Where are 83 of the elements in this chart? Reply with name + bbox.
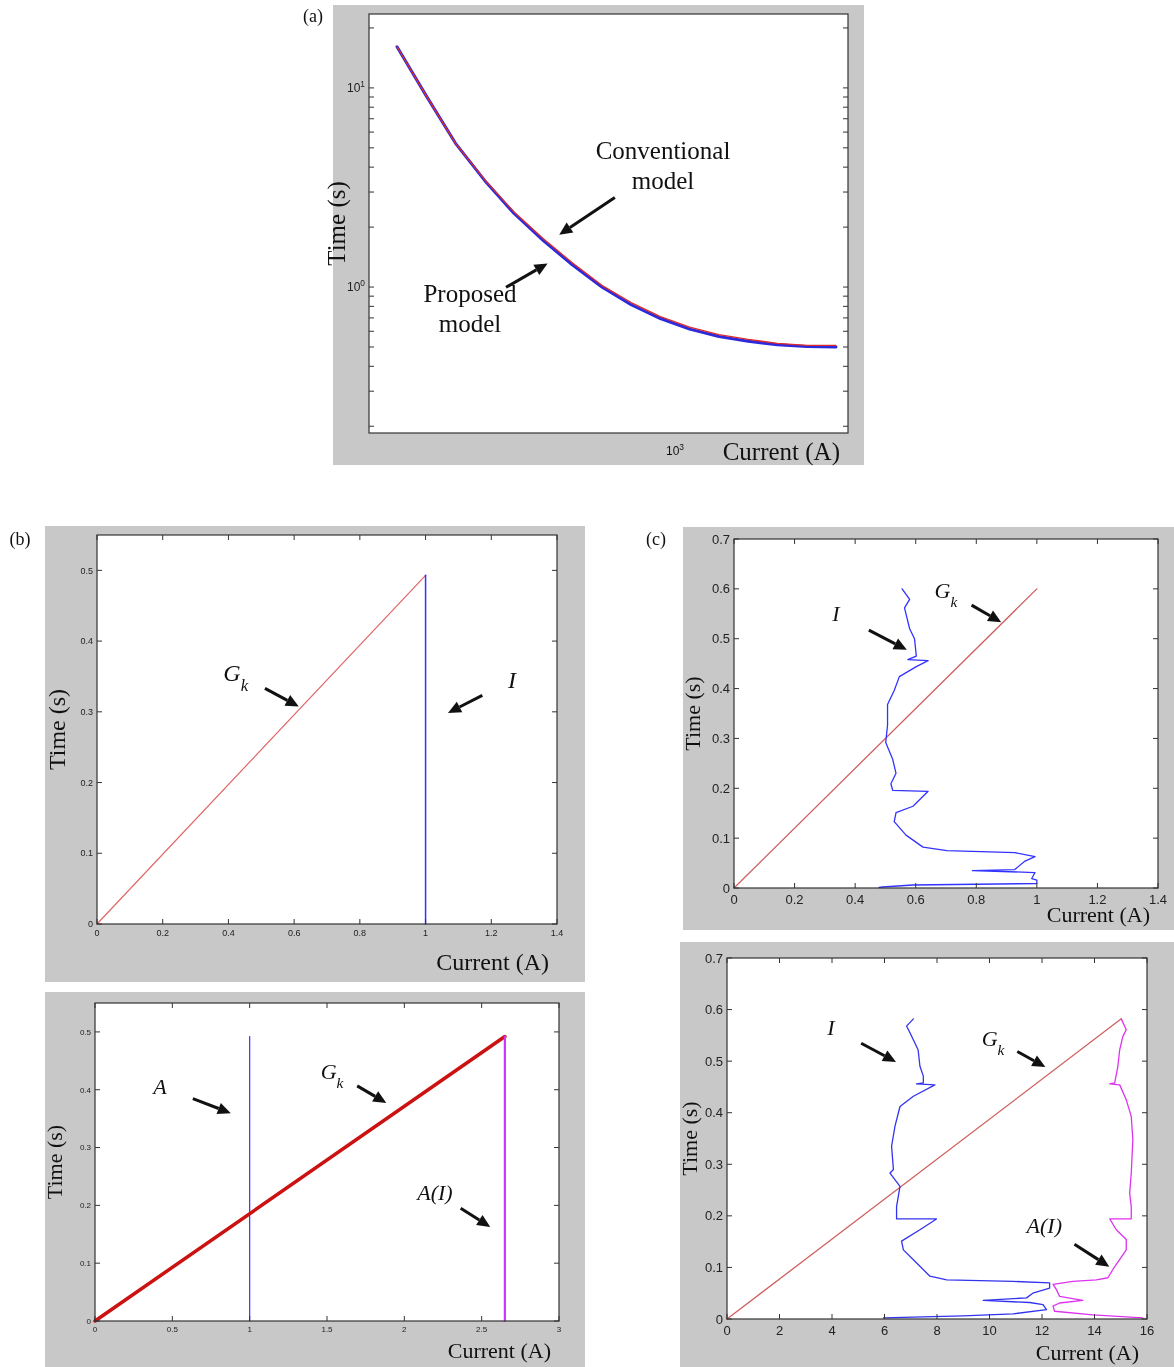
- annotation: A: [151, 1073, 168, 1099]
- y-tick-label: 0.5: [79, 1027, 92, 1037]
- y-axis-title: Time (s): [677, 1101, 702, 1176]
- x-tick-label: 1.4: [550, 928, 564, 938]
- y-tick-label: 0.1: [704, 1259, 723, 1275]
- annotation: G$_{k}$: [981, 1025, 1006, 1058]
- x-tick-label: 10: [982, 1323, 997, 1338]
- annotation: G$_{k}$: [320, 1058, 345, 1091]
- x-axis-title: Current (A): [1035, 1340, 1139, 1365]
- annotation: I: [831, 600, 842, 626]
- x-tick-label: 1: [247, 1325, 253, 1334]
- annotation: I: [826, 1014, 837, 1040]
- x-tick-label: 16: [1139, 1323, 1155, 1338]
- y-tick-label: 10$^{0}$: [346, 278, 366, 295]
- x-tick-label: 0.4: [222, 928, 235, 938]
- y-tick-label: 0.2: [711, 780, 730, 796]
- y-tick-label: 0.4: [79, 1085, 92, 1095]
- x-tick-label: 1.5: [321, 1325, 334, 1334]
- annotation: I: [507, 667, 517, 694]
- x-axis-title: Current (A): [722, 438, 840, 466]
- annotation: Conventional model: [595, 136, 731, 194]
- x-tick-label: 1: [1033, 892, 1041, 907]
- x-tick-label: 0.2: [785, 892, 804, 907]
- y-tick-label: 0: [87, 919, 93, 930]
- x-tick-label: 0.8: [967, 892, 986, 907]
- x-tick-label: 1.4: [1148, 892, 1168, 907]
- chart-title: (a): [303, 6, 323, 27]
- y-tick-label: 0.1: [79, 1258, 92, 1268]
- y-tick-label: 0.2: [704, 1208, 723, 1224]
- x-tick-label: 2.5: [476, 1325, 488, 1334]
- x-tick-label: 1.2: [485, 928, 498, 938]
- y-axis-title: Time (s): [42, 1124, 67, 1200]
- x-tick-label: 1.2: [1088, 892, 1107, 907]
- y-tick-label: 0.6: [704, 1002, 723, 1018]
- x-tick-label: 8: [933, 1323, 941, 1338]
- y-tick-label: 0.5: [80, 565, 93, 576]
- y-tick-label: 0.7: [704, 950, 723, 966]
- y-axis-title: Time (s): [44, 688, 70, 771]
- y-tick-label: 0.7: [711, 531, 730, 547]
- x-tick-label: 0.6: [287, 928, 301, 938]
- x-tick-label: 12: [1034, 1323, 1050, 1338]
- y-tick-label: 0.3: [704, 1156, 723, 1172]
- x-tick-label: 0.6: [906, 892, 925, 907]
- x-tick-label: 14: [1087, 1323, 1102, 1338]
- y-axis-title: Time (s): [323, 181, 351, 266]
- text: 10$^{3}$: [665, 442, 685, 459]
- y-tick-label: 0.3: [79, 1143, 92, 1153]
- x-tick-label: 4: [828, 1323, 836, 1338]
- chart-title: (c): [646, 529, 666, 550]
- y-tick-label: 0.2: [79, 1201, 92, 1211]
- y-tick-label: 10$^{1}$: [346, 79, 366, 96]
- y-tick-label: 0.4: [711, 681, 730, 697]
- x-tick-label: 2: [775, 1323, 784, 1338]
- x-tick-label: 0: [94, 928, 100, 938]
- annotation: Proposed model: [423, 279, 518, 337]
- annotation: A(I): [415, 1179, 453, 1205]
- x-tick-label: 2: [402, 1325, 408, 1334]
- chart-title: (b): [9, 529, 31, 550]
- y-tick-label: 0.4: [80, 636, 93, 647]
- x-tick-label: 0.5: [166, 1325, 179, 1334]
- x-tick-label: 6: [880, 1323, 889, 1338]
- annotation: G$_{k}$: [223, 659, 249, 695]
- y-tick-label: 0.6: [711, 581, 730, 597]
- y-tick-label: 0: [86, 1316, 92, 1326]
- y-tick-label: 0.5: [704, 1053, 723, 1069]
- y-tick-label: 0.4: [704, 1105, 723, 1121]
- x-axis-title: Current (A): [436, 949, 549, 975]
- y-tick-label: 0.3: [711, 730, 730, 746]
- annotation: G$_{k}$: [934, 577, 959, 610]
- y-tick-label: 0: [722, 880, 730, 896]
- annotation: A(I): [1024, 1212, 1063, 1238]
- y-tick-label: 0.1: [711, 830, 730, 846]
- x-axis-title: Current (A): [447, 1338, 551, 1363]
- x-tick-label: 0.4: [846, 892, 865, 907]
- y-axis-title: Time (s): [680, 676, 705, 751]
- x-tick-label: 0.2: [156, 928, 169, 938]
- y-tick-label: 0.2: [80, 777, 93, 788]
- y-tick-label: 0.3: [80, 706, 93, 717]
- x-tick-label: 3: [556, 1325, 562, 1334]
- y-tick-label: 0.5: [711, 631, 730, 647]
- x-tick-label: 0.8: [353, 928, 367, 938]
- x-tick-label: 1: [423, 928, 429, 938]
- y-tick-label: 0.1: [80, 848, 93, 859]
